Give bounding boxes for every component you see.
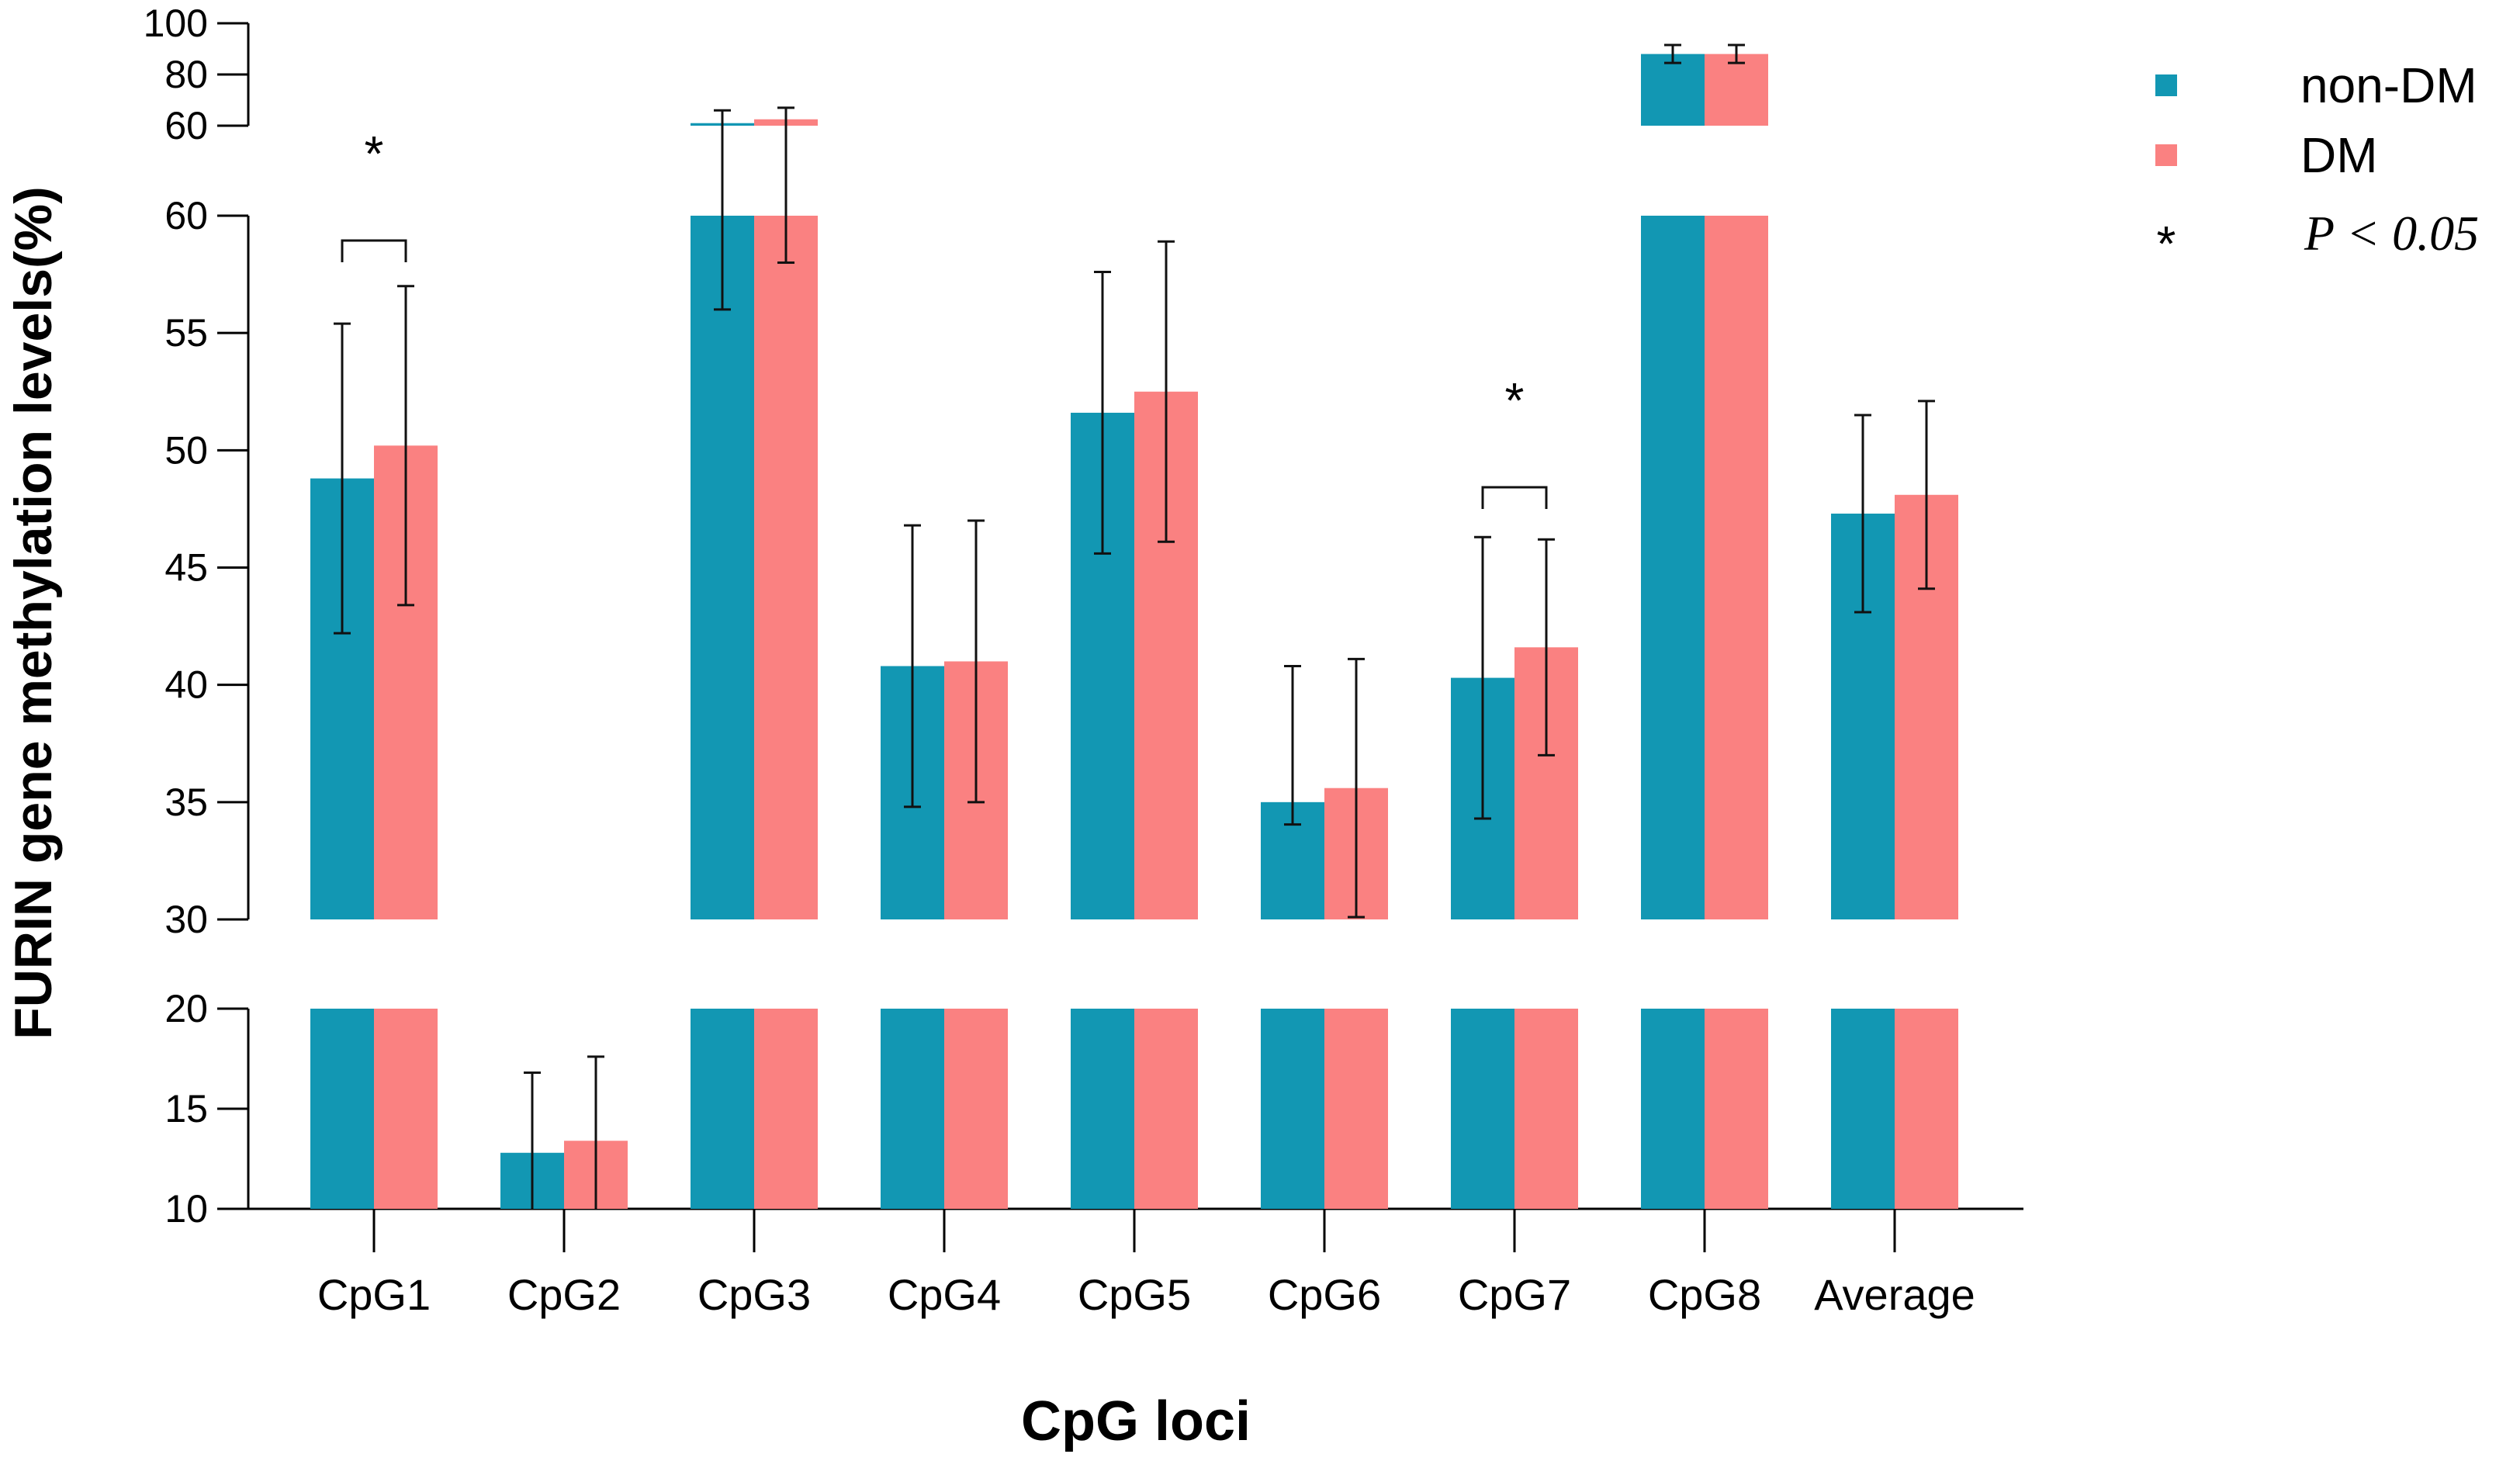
- bar-non-DM-CpG8: [1641, 1009, 1705, 1209]
- y-tick-label: 60: [164, 194, 208, 237]
- y-tick-label: 10: [164, 1187, 208, 1231]
- x-tick-label-CpG7: CpG7: [1458, 1270, 1571, 1319]
- bar-DM-CpG4: [944, 1009, 1008, 1209]
- bar-DM-CpG3: [754, 216, 818, 919]
- y-tick-label: 100: [144, 2, 208, 45]
- y-tick-label: 15: [164, 1087, 208, 1130]
- x-axis-title: CpG loci: [1021, 1390, 1251, 1452]
- bar-non-DM-CpG3: [691, 1009, 754, 1209]
- bar-non-DM-CpG8: [1641, 216, 1705, 919]
- y-tick-label: 45: [164, 546, 208, 590]
- bar-non-DM-CpG5: [1071, 1009, 1134, 1209]
- bar-DM-CpG1: [374, 1009, 438, 1209]
- legend-significance-text: P < 0.05: [2304, 206, 2479, 261]
- y-tick-label: 30: [164, 898, 208, 941]
- bar-DM-CpG8: [1705, 216, 1768, 919]
- y-tick-label: 80: [164, 53, 208, 96]
- y-tick-label: 40: [164, 663, 208, 707]
- bar-DM-CpG6: [1324, 1009, 1388, 1209]
- significance-bracket-CpG7: [1481, 486, 1548, 509]
- bar-non-DM-CpG8: [1641, 54, 1705, 126]
- x-tick-label-CpG1: CpG1: [317, 1270, 431, 1319]
- significance-bracket-CpG1: [341, 239, 407, 262]
- y-tick-label: 35: [164, 781, 208, 824]
- bar-DM-CpG5: [1134, 1009, 1198, 1209]
- x-tick-label-CpG3: CpG3: [698, 1270, 811, 1319]
- legend-label-non-DM: non-DM: [2300, 57, 2477, 113]
- bar-DM-CpG3: [754, 1009, 818, 1209]
- legend-significance-symbol: *: [2157, 216, 2176, 272]
- significance-star-CpG1: *: [365, 126, 384, 182]
- x-tick-label-CpG2: CpG2: [507, 1270, 621, 1319]
- x-tick-label-Average: Average: [1814, 1270, 1975, 1319]
- bar-non-DM-CpG3: [691, 216, 754, 919]
- y-tick-label: 50: [164, 428, 208, 472]
- bar-DM-CpG8: [1705, 1009, 1768, 1209]
- y-tick-label: 20: [164, 987, 208, 1030]
- x-tick-label-CpG8: CpG8: [1648, 1270, 1761, 1319]
- bar-DM-CpG7: [1514, 1009, 1578, 1209]
- y-tick-label: 60: [164, 104, 208, 147]
- x-tick-label-CpG4: CpG4: [888, 1270, 1001, 1319]
- x-tick-label-CpG6: CpG6: [1268, 1270, 1381, 1319]
- significance-star-CpG7: *: [1505, 372, 1525, 428]
- legend-swatch-non-DM: [2155, 74, 2177, 96]
- bar-non-DM-Average: [1831, 1009, 1895, 1209]
- y-axis-title: FURIN gene methylation levels(%): [4, 186, 63, 1040]
- bar-DM-CpG8: [1705, 54, 1768, 126]
- legend-label-DM: DM: [2300, 127, 2378, 183]
- legend-swatch-DM: [2155, 144, 2177, 166]
- y-tick-label: 55: [164, 311, 208, 355]
- bar-non-DM-CpG1: [310, 1009, 374, 1209]
- bar-non-DM-CpG7: [1451, 1009, 1514, 1209]
- bar-non-DM-CpG4: [881, 1009, 944, 1209]
- x-tick-label-CpG5: CpG5: [1078, 1270, 1191, 1319]
- bar-non-DM-CpG6: [1261, 1009, 1324, 1209]
- bar-DM-Average: [1895, 1009, 1958, 1209]
